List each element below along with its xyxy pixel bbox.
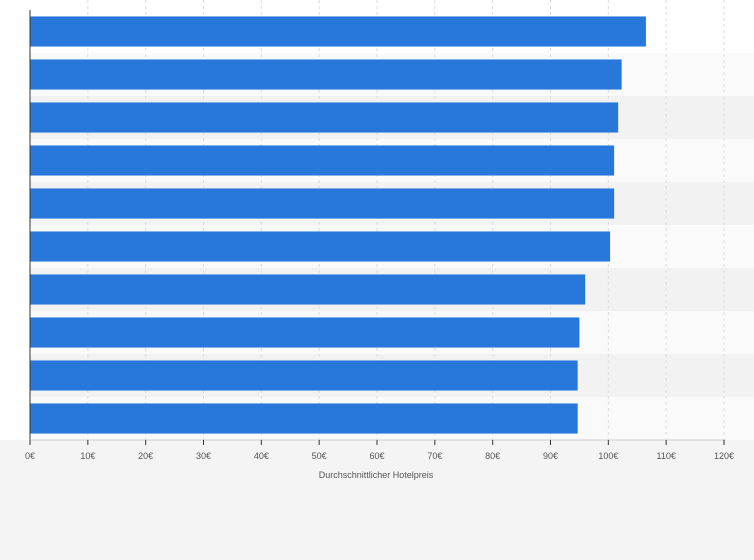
x-tick-label: 120€ [714,451,734,461]
x-tick-label: 10€ [80,451,95,461]
bar[interactable] [30,274,586,305]
x-tick-label: 0€ [25,451,35,461]
bar[interactable] [30,317,580,348]
bar[interactable] [30,188,615,219]
bar[interactable] [30,231,611,262]
x-tick-label: 20€ [138,451,153,461]
x-tick-label: 90€ [543,451,558,461]
bar[interactable] [30,360,578,391]
x-tick-label: 60€ [369,451,384,461]
x-tick-label: 80€ [485,451,500,461]
bar[interactable] [30,102,619,133]
x-tick-label: 100€ [598,451,618,461]
x-tick-label: 50€ [312,451,327,461]
bar[interactable] [30,16,646,47]
bar[interactable] [30,403,578,434]
x-axis-title: Durchschnittlicher Hotelpreis [319,470,434,480]
x-tick-label: 40€ [254,451,269,461]
x-tick-label: 70€ [427,451,442,461]
x-tick-label: 110€ [656,451,675,461]
bar[interactable] [30,145,615,176]
bar[interactable] [30,59,622,90]
x-tick-label: 30€ [196,451,211,461]
